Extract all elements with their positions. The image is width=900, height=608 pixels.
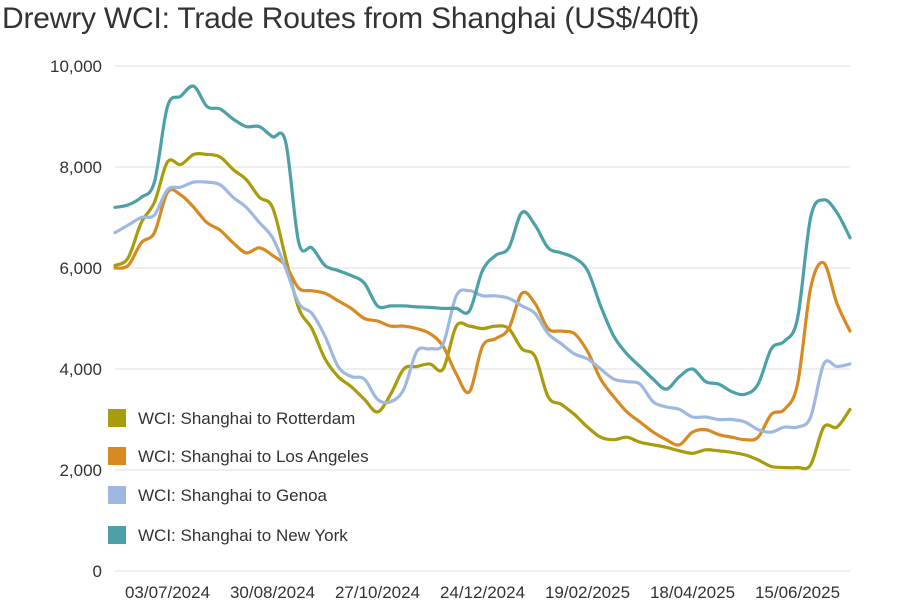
series-lines (113, 84, 852, 471)
series-line-2 (113, 187, 852, 447)
x-tick-label: 30/08/2024 (230, 583, 315, 602)
x-tick-label: 03/07/2024 (125, 583, 210, 602)
x-tick-label: 15/06/2025 (755, 583, 840, 602)
legend-swatch (108, 486, 126, 504)
y-tick-label: 2,000 (59, 461, 102, 480)
legend-swatch (108, 447, 126, 465)
y-tick-label: 0 (93, 562, 102, 581)
series-line-3 (113, 180, 852, 434)
series-line-1 (113, 151, 852, 471)
y-tick-label: 4,000 (59, 360, 102, 379)
y-tick-label: 10,000 (50, 57, 102, 76)
legend: WCI: Shanghai to Rotterdam WCI: Shanghai … (108, 409, 369, 545)
legend-swatch (108, 526, 126, 544)
x-tick-label: 19/02/2025 (545, 583, 630, 602)
legend-swatch (108, 409, 126, 427)
x-tick-label: 24/12/2024 (440, 583, 525, 602)
legend-label: WCI: Shanghai to Los Angeles (138, 447, 369, 466)
x-tick-label: 18/04/2025 (650, 583, 735, 602)
x-axis-ticks: 03/07/2024 30/08/2024 27/10/2024 24/12/2024… (125, 583, 840, 602)
legend-label: WCI: Shanghai to Rotterdam (138, 409, 355, 428)
x-tick-label: 27/10/2024 (335, 583, 420, 602)
y-axis-ticks: 0 2,000 4,000 6,000 8,000 10,000 (50, 57, 102, 581)
legend-label: WCI: Shanghai to New York (138, 526, 348, 545)
legend-label: WCI: Shanghai to Genoa (138, 486, 328, 505)
y-tick-label: 8,000 (59, 158, 102, 177)
chart-title: Drewry WCI: Trade Routes from Shanghai (… (2, 2, 700, 35)
series-line-4 (113, 84, 852, 397)
y-tick-label: 6,000 (59, 259, 102, 278)
